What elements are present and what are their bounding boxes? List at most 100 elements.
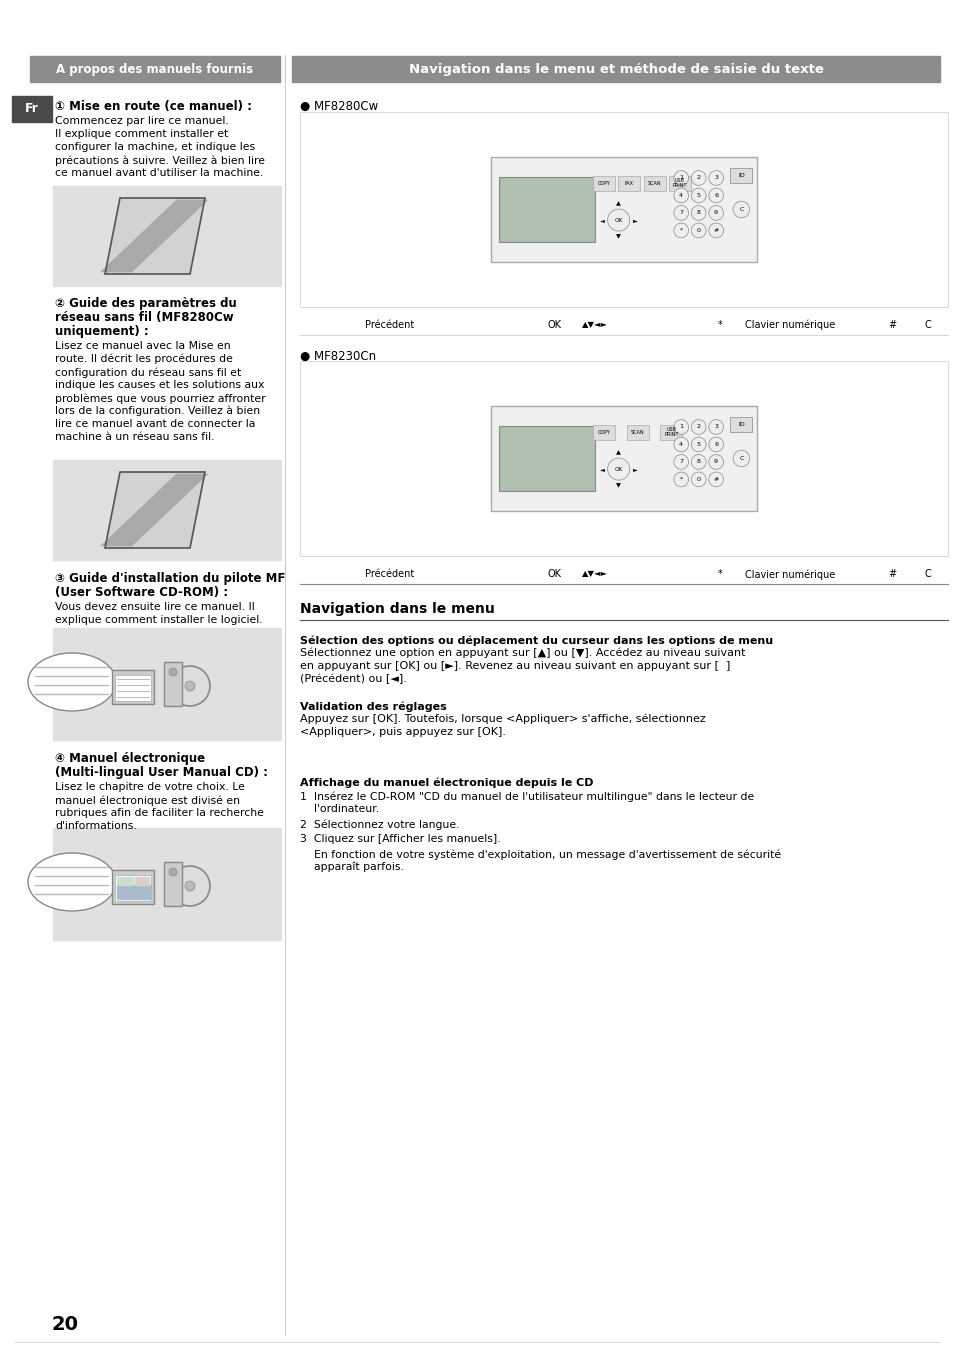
- Text: ▲▼◄►: ▲▼◄►: [581, 569, 607, 578]
- Text: (User Software CD-ROM) :: (User Software CD-ROM) :: [55, 586, 228, 599]
- Bar: [112, 869, 153, 905]
- Bar: [490, 406, 757, 511]
- Text: (Multi-lingual User Manual CD) :: (Multi-lingual User Manual CD) :: [55, 766, 268, 779]
- Text: Commencez par lire ce manuel.: Commencez par lire ce manuel.: [55, 116, 229, 125]
- Circle shape: [708, 171, 722, 185]
- Text: ▲: ▲: [616, 201, 620, 206]
- Text: Affichage du manuel électronique depuis le CD: Affichage du manuel électronique depuis …: [299, 776, 593, 787]
- Text: *: *: [717, 319, 721, 330]
- Circle shape: [708, 189, 722, 202]
- Text: apparaît parfois.: apparaît parfois.: [299, 861, 403, 872]
- Text: 4: 4: [679, 442, 682, 448]
- Bar: [498, 426, 594, 491]
- Text: ce manuel avant d'utiliser la machine.: ce manuel avant d'utiliser la machine.: [55, 168, 263, 178]
- Text: Lisez le chapitre de votre choix. Le: Lisez le chapitre de votre choix. Le: [55, 782, 245, 793]
- Text: en appuyant sur [OK] ou [►]. Revenez au niveau suivant en appuyant sur [  ]: en appuyant sur [OK] ou [►]. Revenez au …: [299, 661, 730, 671]
- Bar: [498, 177, 594, 243]
- Text: OK: OK: [614, 217, 622, 222]
- Circle shape: [691, 206, 705, 220]
- Text: uniquement) :: uniquement) :: [55, 325, 149, 338]
- Text: 1  Insérez le CD-ROM "CD du manuel de l'utilisateur multilingue" dans le lecteur: 1 Insérez le CD-ROM "CD du manuel de l'u…: [299, 791, 754, 802]
- Text: 5: 5: [696, 193, 700, 198]
- Text: lors de la configuration. Veillez à bien: lors de la configuration. Veillez à bien: [55, 406, 260, 417]
- Circle shape: [169, 669, 177, 675]
- Text: Vous devez ensuite lire ce manuel. Il: Vous devez ensuite lire ce manuel. Il: [55, 603, 254, 612]
- Text: 7: 7: [679, 210, 682, 216]
- Text: configurer la machine, et indique les: configurer la machine, et indique les: [55, 142, 254, 152]
- Text: C: C: [923, 319, 930, 330]
- Text: 3  Cliquez sur [Afficher les manuels].: 3 Cliquez sur [Afficher les manuels].: [299, 834, 500, 844]
- Circle shape: [169, 868, 177, 876]
- Text: OK: OK: [547, 569, 561, 580]
- Bar: [30, 57, 280, 82]
- Text: machine à un réseau sans fil.: machine à un réseau sans fil.: [55, 431, 214, 442]
- Circle shape: [607, 458, 629, 480]
- Bar: [53, 460, 281, 559]
- Circle shape: [170, 865, 210, 906]
- Text: 2: 2: [696, 175, 700, 181]
- Bar: [112, 670, 153, 704]
- Circle shape: [673, 472, 688, 487]
- Text: ▼: ▼: [616, 483, 620, 488]
- Text: 9: 9: [714, 460, 718, 465]
- Text: Validation des réglages: Validation des réglages: [299, 702, 446, 713]
- Text: COPY: COPY: [597, 430, 610, 434]
- Text: précautions à suivre. Veillez à bien lire: précautions à suivre. Veillez à bien lir…: [55, 155, 265, 166]
- Text: 2  Sélectionnez votre langue.: 2 Sélectionnez votre langue.: [299, 820, 459, 829]
- Text: Précédent: Précédent: [365, 569, 415, 580]
- Text: ID: ID: [738, 422, 744, 427]
- Text: 8: 8: [696, 460, 700, 465]
- Circle shape: [673, 222, 688, 237]
- Text: ◄: ◄: [599, 217, 604, 222]
- Circle shape: [708, 206, 722, 220]
- Text: 1: 1: [679, 175, 682, 181]
- Ellipse shape: [28, 853, 116, 911]
- Text: Navigation dans le menu et méthode de saisie du texte: Navigation dans le menu et méthode de sa…: [408, 62, 822, 75]
- Bar: [115, 675, 151, 701]
- Ellipse shape: [28, 652, 116, 710]
- Text: ④ Manuel électronique: ④ Manuel électronique: [55, 752, 205, 766]
- Bar: [730, 418, 752, 431]
- Bar: [117, 886, 151, 899]
- Text: ● MF8280Cw: ● MF8280Cw: [299, 100, 377, 113]
- Text: 0: 0: [696, 477, 700, 483]
- Text: 4: 4: [679, 193, 682, 198]
- Text: problèmes que vous pourriez affronter: problèmes que vous pourriez affronter: [55, 394, 265, 403]
- Text: #: #: [887, 319, 895, 330]
- Bar: [618, 175, 639, 191]
- Text: Sélection des options ou déplacement du curseur dans les options de menu: Sélection des options ou déplacement du …: [299, 636, 772, 647]
- Text: Il explique comment installer et: Il explique comment installer et: [55, 129, 228, 139]
- Circle shape: [691, 472, 705, 487]
- Bar: [668, 175, 690, 191]
- Circle shape: [708, 419, 722, 434]
- Circle shape: [691, 171, 705, 185]
- Text: ② Guide des paramètres du: ② Guide des paramètres du: [55, 297, 236, 310]
- Bar: [115, 875, 151, 900]
- Circle shape: [708, 472, 722, 487]
- Circle shape: [607, 209, 629, 231]
- Text: Clavier numérique: Clavier numérique: [744, 569, 834, 580]
- Text: SCAN: SCAN: [630, 430, 644, 434]
- Bar: [592, 175, 615, 191]
- Text: *: *: [679, 228, 682, 233]
- Text: Appuyez sur [OK]. Toutefois, lorsque <Appliquer> s'affiche, sélectionnez: Appuyez sur [OK]. Toutefois, lorsque <Ap…: [299, 714, 705, 724]
- Text: OK: OK: [547, 319, 561, 330]
- Text: ►: ►: [632, 217, 637, 222]
- Text: 3: 3: [714, 425, 718, 430]
- Text: Fr: Fr: [25, 102, 39, 116]
- Text: 9: 9: [714, 210, 718, 216]
- Text: #: #: [887, 569, 895, 580]
- Text: 1: 1: [679, 425, 682, 430]
- Bar: [643, 175, 665, 191]
- Text: rubriques afin de faciliter la recherche: rubriques afin de faciliter la recherche: [55, 807, 264, 818]
- Text: ID: ID: [738, 173, 744, 178]
- Text: route. Il décrit les procédures de: route. Il décrit les procédures de: [55, 355, 233, 364]
- Text: 6: 6: [714, 442, 718, 448]
- Text: C: C: [923, 569, 930, 580]
- Text: réseau sans fil (MF8280Cw: réseau sans fil (MF8280Cw: [55, 311, 233, 324]
- Text: 5: 5: [696, 442, 700, 448]
- Circle shape: [673, 454, 688, 469]
- Text: explique comment installer le logiciel.: explique comment installer le logiciel.: [55, 615, 262, 625]
- Bar: [592, 425, 615, 441]
- Text: (Précédent) ou [◄].: (Précédent) ou [◄].: [299, 674, 406, 685]
